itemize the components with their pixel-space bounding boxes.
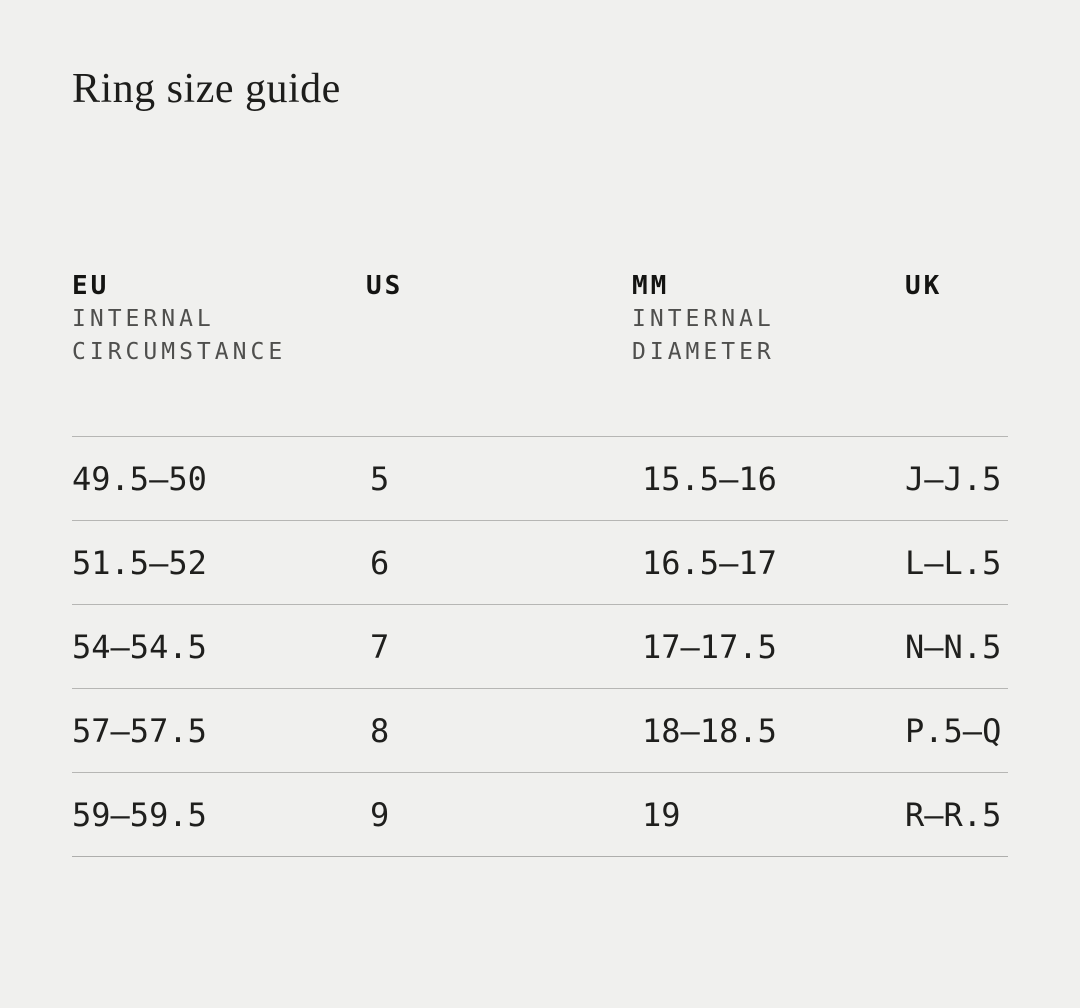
- table-row: 57—57.5 8 18—18.5 P.5—Q: [72, 688, 1008, 772]
- column-header-uk: UK: [905, 270, 1008, 369]
- column-subtitle-mm-line1: INTERNAL: [632, 306, 775, 333]
- us-value: 5: [370, 459, 390, 498]
- mm-value: 15.5—16: [642, 459, 777, 498]
- column-code-mm: MM: [632, 271, 670, 302]
- mm-value: 18—18.5: [642, 711, 777, 750]
- column-header-us: US: [366, 270, 632, 369]
- mm-value: 17—17.5: [642, 627, 777, 666]
- column-code-eu: EU: [72, 271, 110, 302]
- column-subtitle-mm-line2: DIAMETER: [632, 339, 775, 366]
- eu-value: 57—57.5: [72, 711, 207, 750]
- us-value: 9: [370, 795, 390, 834]
- eu-value: 59—59.5: [72, 795, 207, 834]
- table-row: 49.5—50 5 15.5—16 J—J.5: [72, 436, 1008, 520]
- uk-value: R—R.5: [905, 795, 1002, 834]
- column-header-eu: EU INTERNAL CIRCUMSTANCE: [72, 270, 366, 369]
- eu-value: 49.5—50: [72, 459, 207, 498]
- column-code-us: US: [366, 271, 404, 302]
- us-value: 7: [370, 627, 390, 666]
- uk-value: L—L.5: [905, 543, 1002, 582]
- table-header-row: EU INTERNAL CIRCUMSTANCE US MM INTERNAL …: [72, 270, 1008, 369]
- table-row: 59—59.5 9 19 R—R.5: [72, 772, 1008, 856]
- uk-value: J—J.5: [905, 459, 1002, 498]
- us-value: 8: [370, 711, 390, 750]
- eu-value: 51.5—52: [72, 543, 207, 582]
- column-header-mm: MM INTERNAL DIAMETER: [632, 270, 905, 369]
- mm-value: 16.5—17: [642, 543, 777, 582]
- table-body: 49.5—50 5 15.5—16 J—J.5 51.5—52 6 16.5—1…: [72, 436, 1008, 858]
- ring-size-guide-page: Ring size guide EU INTERNAL CIRCUMSTANCE…: [0, 66, 1080, 1008]
- uk-value: P.5—Q: [905, 711, 1002, 750]
- eu-value: 54—54.5: [72, 627, 207, 666]
- column-code-uk: UK: [905, 271, 943, 302]
- us-value: 6: [370, 543, 390, 582]
- uk-value: N—N.5: [905, 627, 1002, 666]
- column-subtitle-eu-line1: INTERNAL: [72, 306, 215, 333]
- mm-value: 19: [642, 795, 681, 834]
- column-subtitle-eu-line2: CIRCUMSTANCE: [72, 339, 287, 366]
- ring-size-table: EU INTERNAL CIRCUMSTANCE US MM INTERNAL …: [72, 270, 1008, 858]
- table-row: 51.5—52 6 16.5—17 L—L.5: [72, 520, 1008, 604]
- table-row: 54—54.5 7 17—17.5 N—N.5: [72, 604, 1008, 688]
- page-title: Ring size guide: [72, 66, 341, 112]
